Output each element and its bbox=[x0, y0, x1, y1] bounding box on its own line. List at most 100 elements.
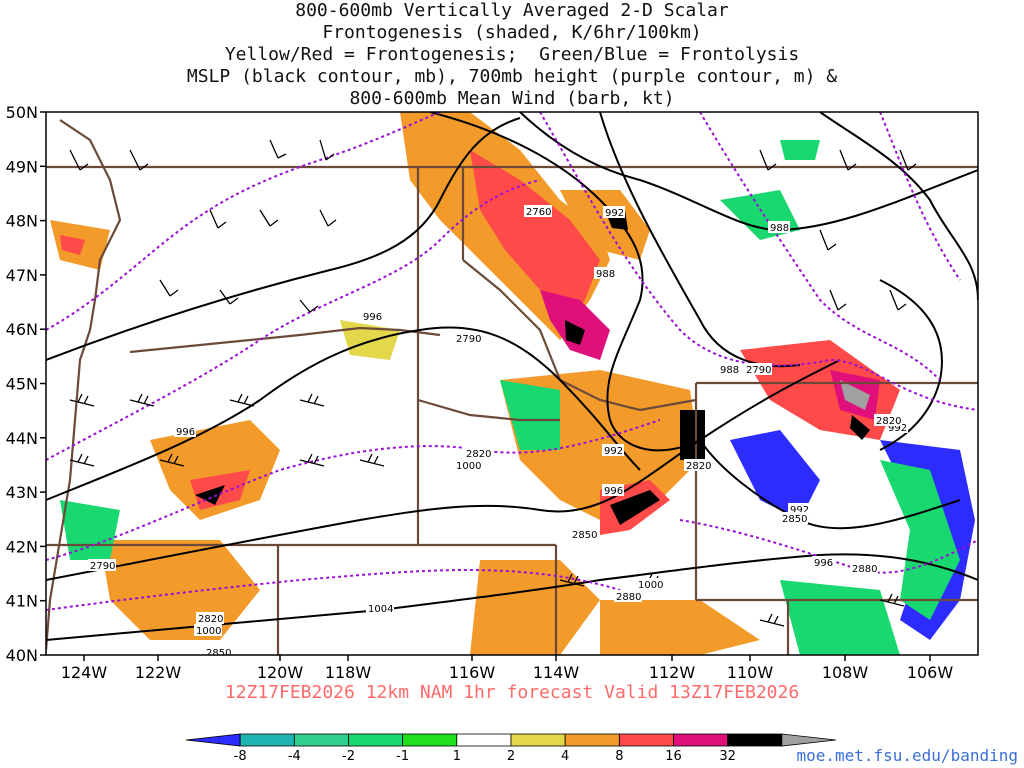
colorbar-label: 16 bbox=[665, 749, 682, 764]
lat-tick-label: 43N bbox=[6, 483, 38, 502]
svg-text:996: 996 bbox=[814, 558, 833, 569]
contour-labels: 992 988 996 996 988 992 996 1000 992 996… bbox=[88, 205, 908, 659]
svg-text:2880: 2880 bbox=[852, 564, 877, 575]
colorbar-label: -8 bbox=[234, 749, 247, 764]
svg-text:992: 992 bbox=[790, 505, 809, 516]
mslp-label: 988 bbox=[768, 221, 790, 234]
colorbar-segment bbox=[618, 733, 674, 747]
mslp-label: 996 bbox=[174, 425, 196, 438]
mslp-label: 988 bbox=[594, 267, 616, 280]
colorbar-segment bbox=[185, 733, 241, 747]
svg-text:2820: 2820 bbox=[876, 416, 901, 427]
colorbar-segment bbox=[293, 733, 349, 747]
mslp-label: 992 bbox=[602, 444, 624, 457]
height-label: 2790 bbox=[744, 363, 772, 376]
longitude-axis: 124W 122W 120W 118W 116W 114W 112W 110W 108W 106W bbox=[61, 655, 954, 682]
svg-text:996: 996 bbox=[363, 312, 382, 323]
svg-text:988: 988 bbox=[720, 365, 739, 376]
colorbar-segment bbox=[564, 733, 620, 747]
lat-tick-label: 49N bbox=[6, 157, 38, 176]
lon-tick-label: 120W bbox=[257, 663, 304, 682]
colorbar-segment bbox=[402, 733, 458, 747]
svg-text:988: 988 bbox=[596, 269, 615, 280]
title-line-3: Yellow/Red = Frontogenesis; Green/Blue =… bbox=[224, 44, 800, 65]
lon-tick-label: 116W bbox=[449, 663, 496, 682]
height-label: 2790 bbox=[454, 332, 482, 345]
colorbar-segment bbox=[781, 733, 837, 747]
colorbar-segment bbox=[673, 733, 729, 747]
colorbar-label: 8 bbox=[615, 749, 623, 764]
mslp-label: 992 bbox=[603, 206, 625, 219]
title-line-5: 800-600mb Mean Wind (barb, kt) bbox=[349, 88, 675, 109]
lat-tick-label: 40N bbox=[6, 646, 38, 665]
colorbar-label: 32 bbox=[719, 749, 736, 764]
lon-tick-label: 122W bbox=[135, 663, 182, 682]
mslp-label: 996 bbox=[812, 556, 834, 569]
svg-text:992: 992 bbox=[888, 423, 907, 434]
mslp-label: 1000 bbox=[454, 459, 482, 472]
title-line-2: Frontogenesis (shaded, K/6hr/100km) bbox=[322, 22, 702, 43]
lon-tick-label: 106W bbox=[907, 663, 954, 682]
svg-text:2880: 2880 bbox=[616, 592, 641, 603]
source-url[interactable]: moe.met.fsu.edu/banding bbox=[796, 746, 1018, 765]
svg-text:2820: 2820 bbox=[198, 614, 223, 625]
lat-tick-label: 45N bbox=[6, 375, 38, 394]
svg-text:2850: 2850 bbox=[782, 514, 807, 525]
height-label: 2820 bbox=[196, 612, 224, 625]
svg-text:2850: 2850 bbox=[206, 648, 231, 659]
colorbar-label: -4 bbox=[288, 749, 301, 764]
height-label: 2850 bbox=[204, 646, 232, 659]
lon-tick-label: 112W bbox=[649, 663, 696, 682]
lon-tick-label: 118W bbox=[325, 663, 372, 682]
colorbar-label: -1 bbox=[396, 749, 409, 764]
lat-tick-label: 47N bbox=[6, 266, 38, 285]
colorbar-segment bbox=[348, 733, 404, 747]
forecast-valid-footer: 12Z17FEB2026 12km NAM 1hr forecast Valid… bbox=[224, 682, 800, 703]
svg-text:2760: 2760 bbox=[526, 207, 551, 218]
title-line-4: MSLP (black contour, mb), 700mb height (… bbox=[186, 66, 838, 87]
mslp-label: 1000 bbox=[194, 624, 222, 637]
lat-tick-label: 44N bbox=[6, 429, 38, 448]
svg-text:996: 996 bbox=[176, 427, 195, 438]
height-label: 2790 bbox=[88, 559, 116, 572]
height-label: 2760 bbox=[524, 205, 552, 218]
colorbar-segment bbox=[727, 733, 783, 747]
height-label: 2850 bbox=[570, 528, 598, 541]
height-label: 2850 bbox=[780, 512, 808, 525]
state-borders bbox=[46, 119, 978, 655]
svg-text:2790: 2790 bbox=[746, 365, 771, 376]
colorbar: -8 -4 -2 -1 1 2 4 8 16 32 bbox=[185, 733, 837, 764]
colorbar-label: -2 bbox=[342, 749, 355, 764]
lon-tick-label: 108W bbox=[822, 663, 869, 682]
lat-tick-label: 48N bbox=[6, 212, 38, 231]
latitude-axis: 50N 49N 48N 47N 46N 45N 44N 43N 42N 41N 40N bbox=[6, 103, 46, 665]
svg-text:2820: 2820 bbox=[686, 461, 711, 472]
svg-text:1004: 1004 bbox=[368, 604, 393, 615]
lat-tick-label: 46N bbox=[6, 320, 38, 339]
svg-text:988: 988 bbox=[770, 223, 789, 234]
colorbar-label: 4 bbox=[561, 749, 569, 764]
svg-text:1000: 1000 bbox=[638, 580, 663, 591]
colorbar-segment bbox=[510, 733, 566, 747]
mslp-label: 996 bbox=[361, 310, 383, 323]
height-label: 2820 bbox=[874, 414, 902, 427]
mslp-label: 1000 bbox=[636, 578, 664, 591]
map-plot-area: 992 988 996 996 988 992 996 1000 992 996… bbox=[46, 112, 978, 659]
svg-text:2850: 2850 bbox=[572, 530, 597, 541]
svg-text:996: 996 bbox=[604, 486, 623, 497]
colorbar-label: 1 bbox=[453, 749, 461, 764]
colorbar-label: 2 bbox=[507, 749, 515, 764]
svg-text:1000: 1000 bbox=[196, 626, 221, 637]
lat-tick-label: 42N bbox=[6, 537, 38, 556]
lon-tick-label: 114W bbox=[533, 663, 580, 682]
colorbar-segment bbox=[239, 733, 295, 747]
mslp-label: 988 bbox=[718, 363, 740, 376]
lat-tick-label: 50N bbox=[6, 103, 38, 122]
svg-text:2790: 2790 bbox=[90, 561, 115, 572]
lat-tick-label: 41N bbox=[6, 592, 38, 611]
svg-text:1000: 1000 bbox=[456, 461, 481, 472]
svg-text:2790: 2790 bbox=[456, 334, 481, 345]
lon-tick-label: 110W bbox=[727, 663, 774, 682]
mslp-label: 1004 bbox=[366, 602, 394, 615]
